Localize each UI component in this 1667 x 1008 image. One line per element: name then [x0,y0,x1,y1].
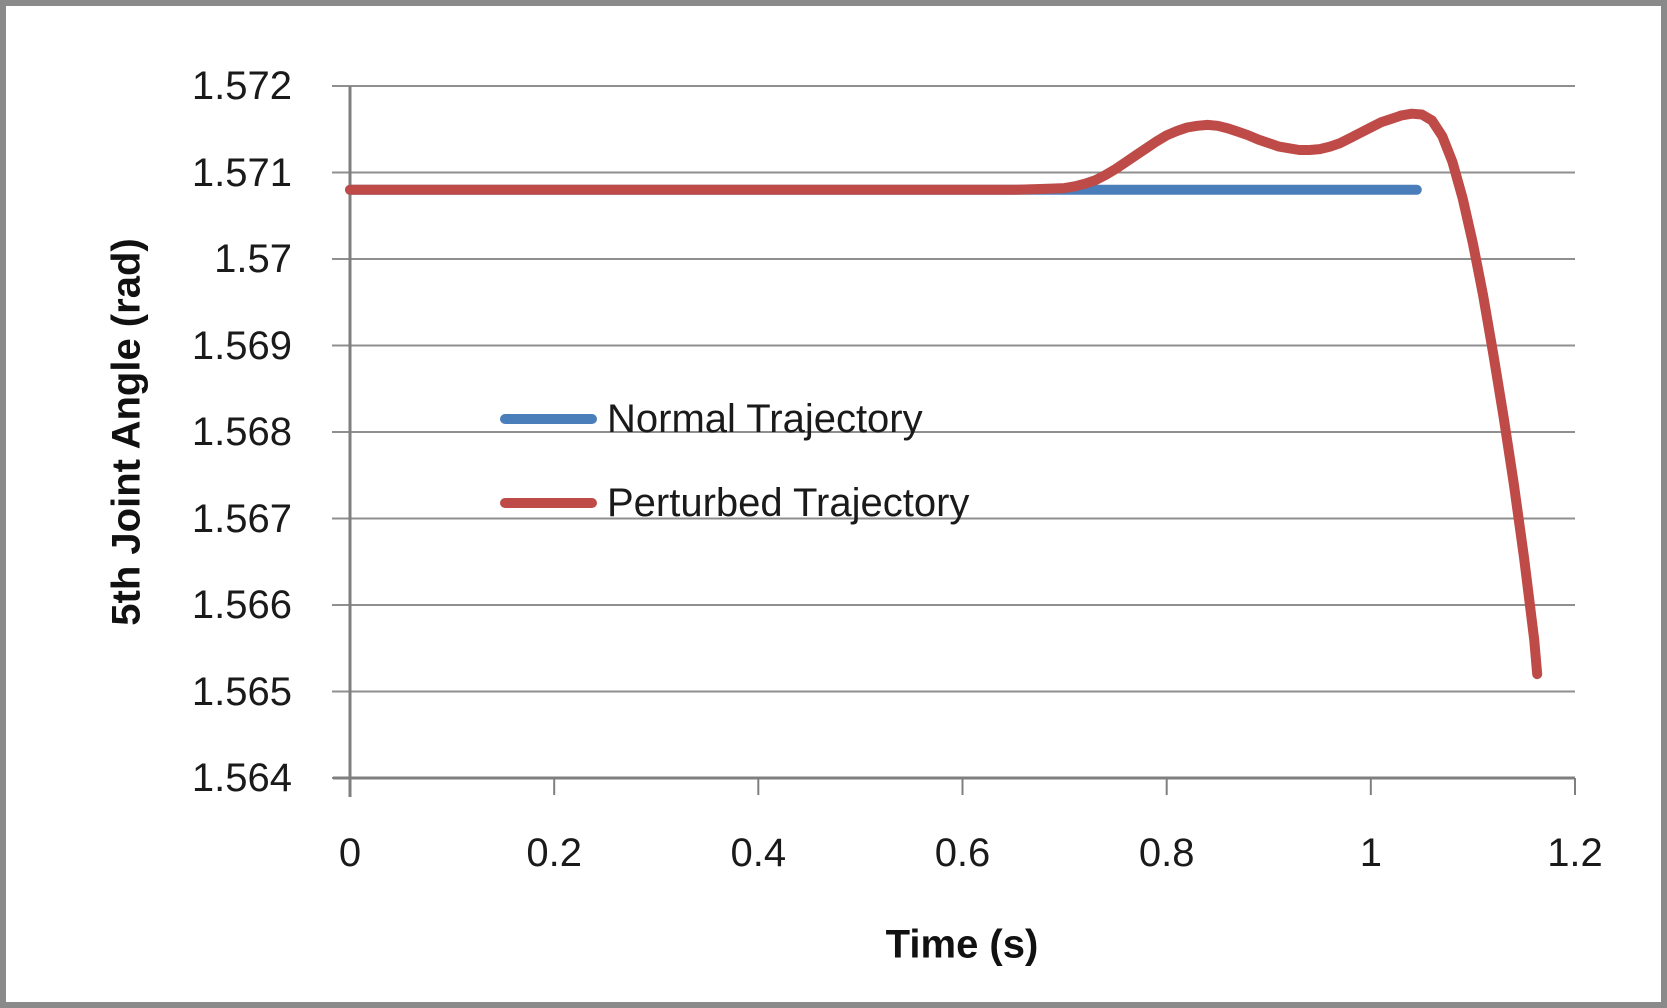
y-tick-label: 1.571 [191,150,292,195]
x-tick-label: 0.8 [1138,831,1195,875]
axes [333,86,1576,797]
legend-entry: Normal Trajectory [500,396,969,442]
legend-swatch-normal [500,414,597,424]
y-tick-label: 1.568 [191,410,292,454]
y-tick-label: 1.565 [191,669,292,714]
legend: Normal Trajectory Perturbed Trajectory [500,396,969,564]
y-tick-label: 1.57 [214,237,292,281]
x-tick-label: 1 [1359,831,1382,875]
y-tick-label: 1.567 [191,496,292,541]
y-tick-label: 1.566 [191,583,292,627]
legend-label: Perturbed Trajectory [607,480,970,525]
y-tick-label: 1.564 [191,756,292,800]
y-tick-label: 1.569 [191,323,292,368]
series-perturbed-line [345,108,1543,680]
x-axis-title: Time (s) [885,922,1039,967]
legend-swatch-perturbed [500,498,597,508]
x-tick-label: 0.6 [934,831,991,875]
x-tick-label: 0.2 [526,831,582,875]
y-axis-title: 5th Joint Angle (rad) [104,238,149,626]
y-tick-label: 1.572 [191,64,292,108]
legend-entry: Perturbed Trajectory [500,480,969,526]
x-tick-label: 0.4 [730,831,787,875]
x-tick-label: 0 [338,831,362,875]
legend-label: Normal Trajectory [607,396,923,441]
x-tick-label: 1.2 [1547,831,1603,875]
